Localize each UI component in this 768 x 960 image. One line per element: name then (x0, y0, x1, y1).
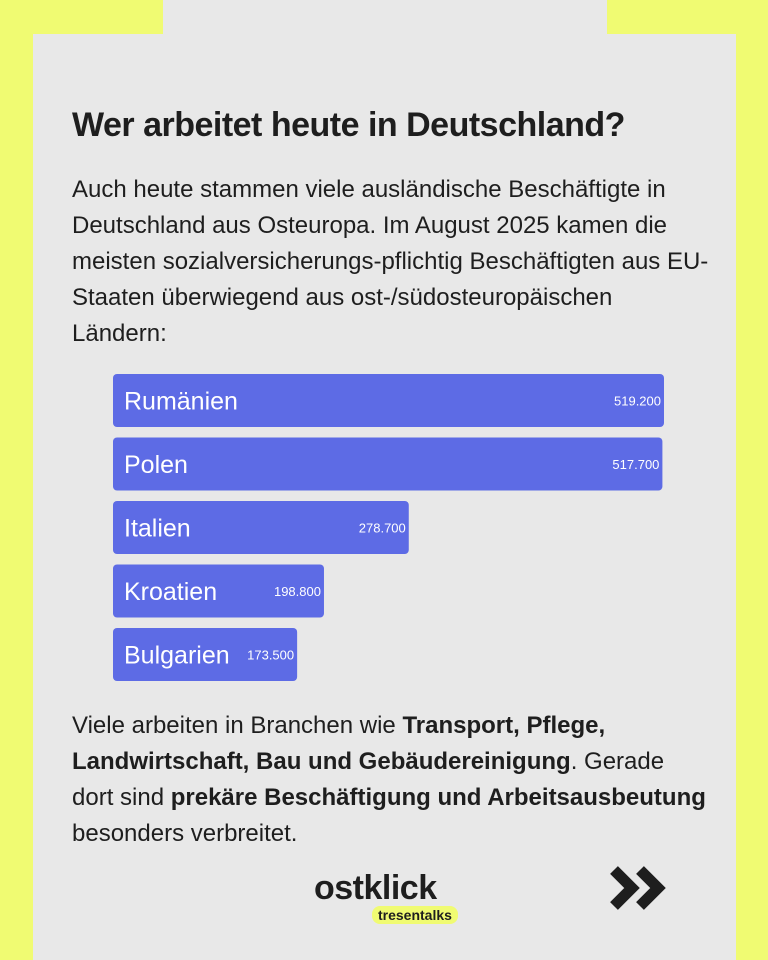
outro-text-part-1: Viele arbeiten in Branchen wie (72, 712, 403, 739)
outro-text-part-3: besonders verbreitet. (72, 820, 298, 847)
logo-wordmark: ostklick (314, 869, 437, 907)
intro-text: Auch heute stammen viele ausländische Be… (72, 176, 709, 347)
ostklick-logo: ostklick tresentalks (314, 866, 474, 926)
page-title: Wer arbeitet heute in Deutschland? (72, 106, 625, 144)
outro-text-part-2: . Gerade dort sind (72, 748, 665, 811)
bottom-stripe (163, 926, 607, 960)
content-card (33, 34, 736, 960)
logo-subtitle: tresentalks (372, 906, 458, 924)
precarity-highlight: prekäre Beschäftigung und Arbeitsausbeut… (170, 784, 706, 811)
double-chevron-right-icon[interactable] (608, 864, 670, 912)
outro-text: Viele arbeiten in Branchen wie Transport… (72, 708, 712, 852)
top-stripe (163, 0, 607, 34)
industries-highlight: Transport, Pflege, Landwirtschaft, Bau u… (72, 712, 606, 775)
